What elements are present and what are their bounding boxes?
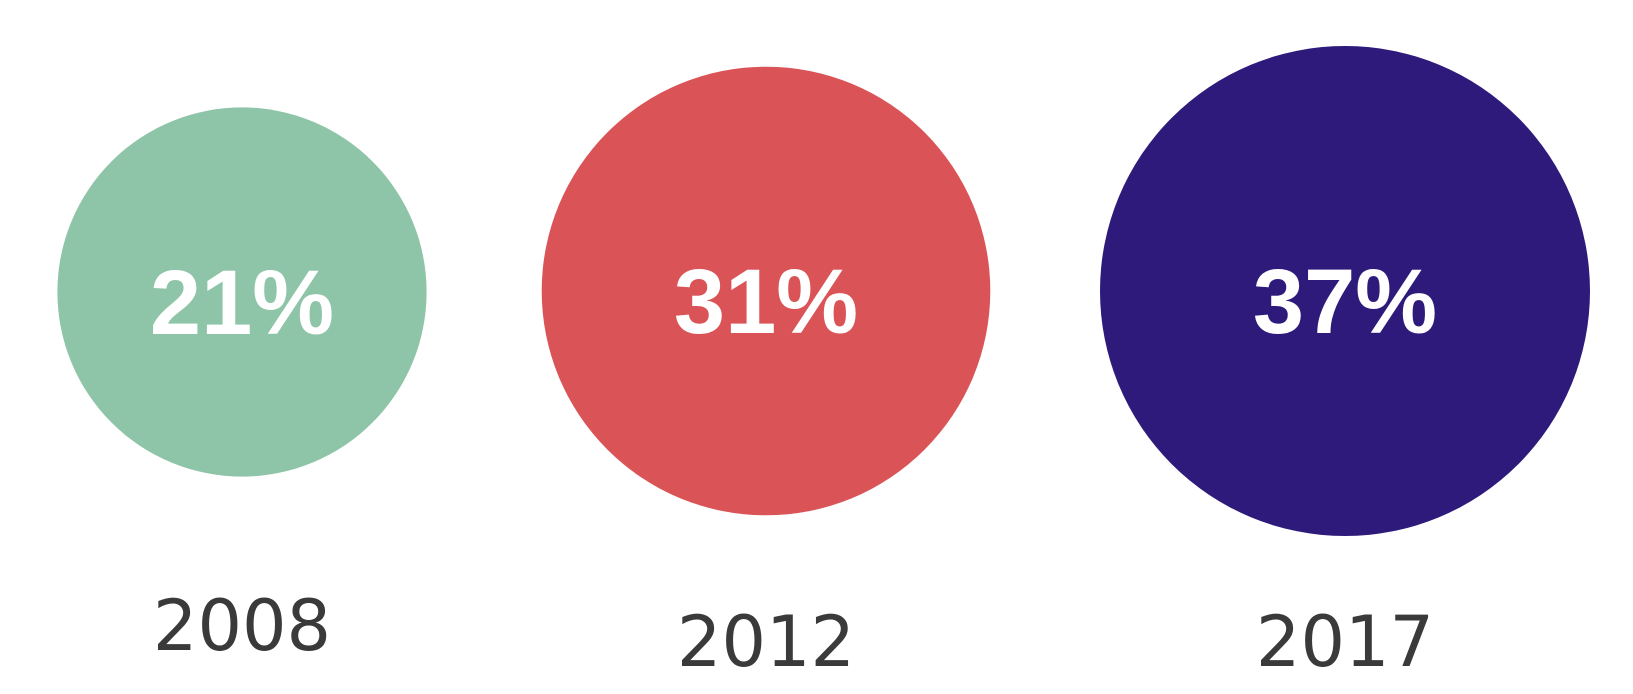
year-label-2012: 2012 <box>677 601 855 683</box>
year-label-2017: 2017 <box>1256 601 1434 683</box>
bubble-2017 <box>1100 46 1590 536</box>
bubble-value-label-2012: 31% <box>674 251 858 353</box>
bubble-2012 <box>541 66 991 516</box>
bubble-group-2: 37% 2017 <box>1100 46 1590 683</box>
bubble-value-label-2008: 21% <box>150 252 334 354</box>
bubble-group-0: 21% 2008 <box>57 107 427 667</box>
bubble-group-1: 31% 2012 <box>541 66 991 683</box>
year-label-2008: 2008 <box>153 585 331 667</box>
bubble-2008 <box>57 107 427 477</box>
bubble-value-label-2017: 37% <box>1253 251 1437 353</box>
